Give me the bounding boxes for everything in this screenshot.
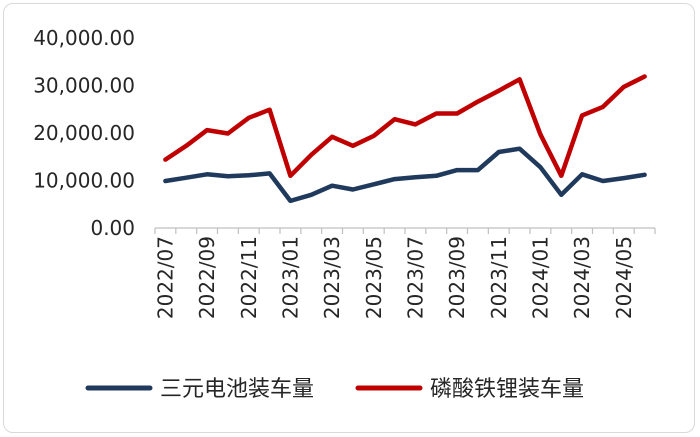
x-tick-label: 2023/03 xyxy=(320,236,344,319)
y-tick-label: 0.00 xyxy=(90,216,135,240)
x-tick-label: 2022/09 xyxy=(195,236,219,319)
legend-label: 三元电池装车量 xyxy=(160,377,314,402)
legend-label: 磷酸铁锂装车量 xyxy=(430,377,584,402)
y-axis: 0.00 10,000.00 20,000.00 30,000.00 40,000.00 xyxy=(33,26,135,240)
x-axis: 2022/07 2022/09 2022/11 2023/01 2023/03 2023/… xyxy=(153,227,656,319)
y-tick-label: 20,000.00 xyxy=(33,121,135,145)
x-tick-label: 2024/01 xyxy=(528,236,552,319)
x-tick-label: 2024/03 xyxy=(570,236,594,319)
x-tick-label: 2022/07 xyxy=(153,236,177,319)
x-tick-label: 2023/07 xyxy=(403,236,427,319)
x-tick-label: 2023/01 xyxy=(278,236,302,319)
x-tick-label: 2022/11 xyxy=(237,236,261,319)
y-tick-label: 30,000.00 xyxy=(33,74,135,98)
series-line-lfp xyxy=(163,74,647,179)
x-tick-label: 2023/09 xyxy=(445,236,469,319)
x-tick-label: 2023/05 xyxy=(362,236,386,319)
chart-container xyxy=(3,3,695,433)
y-tick-label: 40,000.00 xyxy=(33,26,135,50)
series-line-ternary xyxy=(163,146,647,204)
y-tick-label: 10,000.00 xyxy=(33,169,135,193)
x-tick-label: 2024/05 xyxy=(612,236,636,319)
series-lines xyxy=(163,74,647,204)
x-tick-label: 2023/11 xyxy=(487,236,511,319)
legend: 三元电池装车量 磷酸铁锂装车量 xyxy=(85,377,584,402)
